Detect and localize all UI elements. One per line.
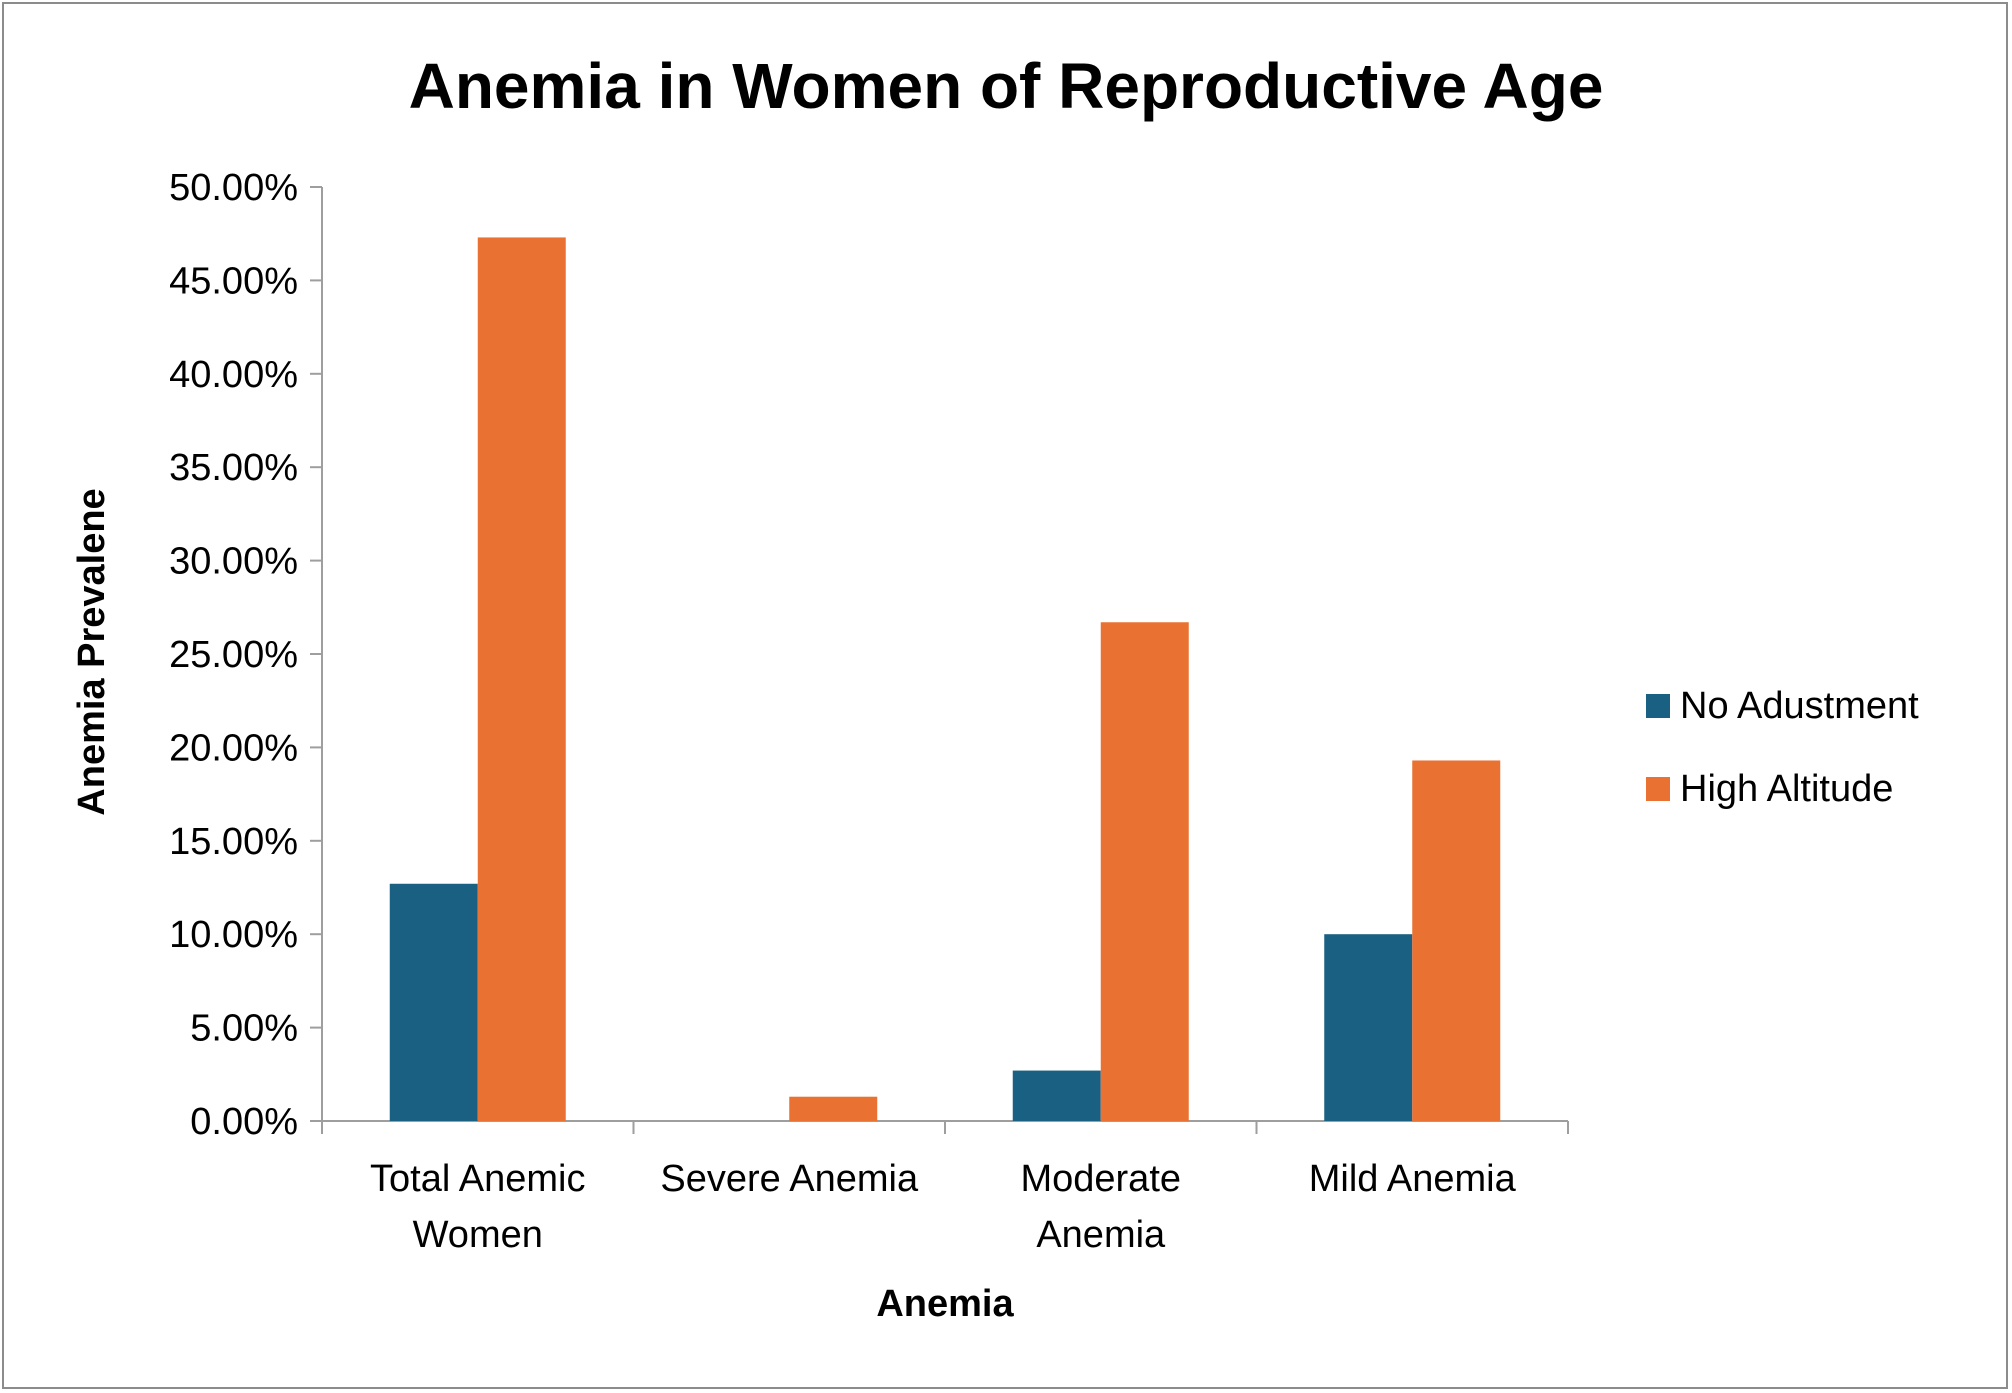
legend-label: No Adustment: [1680, 685, 1919, 727]
legend-swatch: [1646, 777, 1670, 801]
x-tick-label: Total Anemic: [370, 1158, 585, 1200]
x-tick-label: Moderate: [1020, 1158, 1181, 1200]
legend-label: High Altitude: [1680, 768, 1893, 810]
x-tick-label: Anemia: [1036, 1214, 1166, 1256]
bar-no-adustment: [1324, 934, 1413, 1121]
y-tick-label: 0.00%: [190, 1101, 298, 1143]
bar-high-altitude: [789, 1096, 878, 1121]
x-axis: Total Anemic Women Severe Anemia Moderate An…: [321, 1120, 1569, 1256]
x-tick-label: Severe Anemia: [660, 1158, 919, 1200]
y-tick-label: 10.00%: [169, 914, 298, 956]
y-tick-label: 35.00%: [169, 447, 298, 489]
bars: [389, 237, 1501, 1121]
chart-title: Anemia in Women of Reproductive Age: [409, 50, 1604, 122]
legend: No Adustment High Altitude: [1646, 685, 1919, 810]
y-tick-label: 25.00%: [169, 634, 298, 676]
bar-no-adustment: [389, 883, 478, 1121]
y-tick-label: 5.00%: [190, 1008, 298, 1050]
bar-high-altitude: [1100, 622, 1189, 1121]
x-tick-label: Mild Anemia: [1309, 1158, 1517, 1200]
y-axis: 0.00% 5.00% 10.00% 15.00% 20.00% 25.00% 30.00%…: [169, 167, 323, 1143]
y-axis-title: Anemia Prevalene: [71, 488, 113, 815]
bar-high-altitude: [477, 237, 566, 1121]
bar-no-adustment: [1012, 1070, 1101, 1121]
y-tick-label: 15.00%: [169, 821, 298, 863]
x-axis-title: Anemia: [876, 1283, 1014, 1325]
y-tick-label: 50.00%: [169, 167, 298, 209]
y-tick-label: 45.00%: [169, 260, 298, 302]
y-tick-label: 20.00%: [169, 727, 298, 769]
y-tick-label: 30.00%: [169, 541, 298, 583]
bar-high-altitude: [1412, 760, 1501, 1121]
y-tick-label: 40.00%: [169, 354, 298, 396]
legend-swatch: [1646, 694, 1670, 718]
x-tick-label: Women: [413, 1214, 543, 1256]
